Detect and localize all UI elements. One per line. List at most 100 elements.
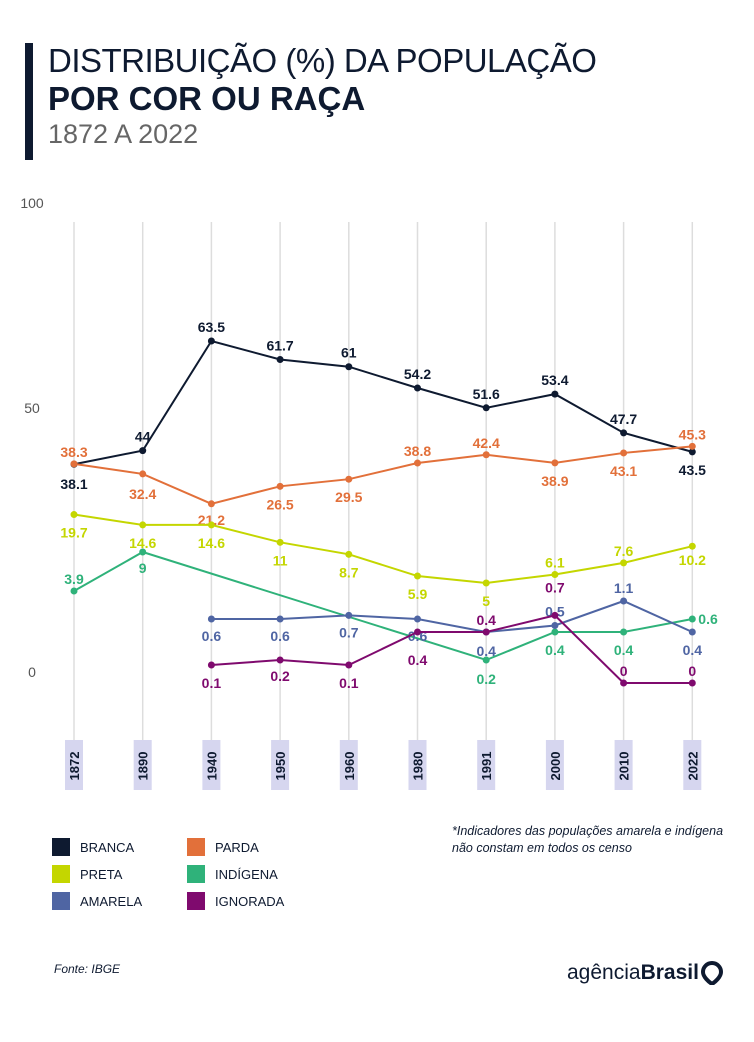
data-label: 0.1 [202,675,222,691]
data-point [207,500,215,508]
data-point [551,570,559,578]
data-label: 0.4 [408,652,428,668]
data-label: 8.7 [339,564,359,580]
data-label: 51.6 [473,386,500,402]
x-tick-bg [683,740,702,790]
data-label: 38.9 [541,473,568,489]
data-label: 0.4 [683,642,703,658]
legend-item: PRETA [52,865,187,883]
x-tick-label: 2022 [685,752,700,781]
data-label: 43.5 [679,462,706,478]
legend-swatch [187,865,205,883]
x-tick-bg [477,740,496,790]
data-point [688,615,696,623]
x-tick-label: 1980 [411,752,426,781]
data-point [70,511,78,519]
data-label: 1.1 [614,580,634,596]
legend-label: AMARELA [80,893,143,909]
data-label: 0.7 [545,579,565,595]
data-label: 47.7 [610,411,637,427]
data-point [345,550,353,558]
data-label: 38.1 [60,476,87,492]
data-point [414,384,421,392]
data-label: 0.6 [202,628,222,644]
data-point [551,622,559,629]
data-label: 7.6 [614,543,634,559]
legend-label: PRETA [80,866,123,882]
y-tick-label: 0 [28,664,36,680]
data-label: 0.5 [545,604,565,620]
data-point [70,460,78,468]
legend-item: PARDA [187,838,327,856]
legend-label: IGNORADA [215,893,285,909]
legend-label: PARDA [215,839,259,855]
data-point [207,337,215,345]
x-tick-label: 2000 [548,752,563,781]
data-label: 0.6 [270,628,290,644]
data-label: 0.4 [476,612,496,628]
legend-item: INDÍGENA [187,865,327,883]
data-point [688,442,696,450]
data-label: 26.5 [266,496,293,512]
data-point [620,597,628,605]
data-point [688,679,696,687]
x-tick-label: 1940 [204,752,219,781]
data-point [345,661,353,669]
data-label: 0 [688,663,696,679]
legend-item: AMARELA [52,892,187,910]
x-tick-bg [545,740,564,790]
legend-swatch [187,892,205,910]
agencia-brasil-logo: agência Brasil [567,961,723,985]
data-point [551,611,559,619]
data-label: 38.8 [404,443,431,459]
data-label: 0.7 [339,624,359,640]
x-tick-label: 1991 [479,752,494,781]
data-point [551,628,559,636]
title-accent-bar [25,43,33,160]
data-point [414,459,421,467]
data-label: 0.2 [476,671,496,687]
data-label: 9 [139,560,147,576]
data-label: 0.4 [476,643,496,659]
data-point [345,611,353,619]
series-line-preta [73,513,693,585]
legend-swatch [52,838,70,856]
data-point [620,449,628,457]
x-tick-bg [202,740,221,790]
data-point [345,363,353,371]
chart-title-bold: POR COR OU RAÇA [48,80,366,117]
data-point [139,548,147,556]
data-point [482,404,490,412]
series-line-branca [73,339,693,466]
legend-swatch [52,892,70,910]
data-label: 6.1 [545,554,565,570]
data-label: 0 [620,663,628,679]
data-label: 45.3 [679,426,706,442]
data-point [482,628,490,636]
x-tick-bg [133,740,152,790]
data-point [620,559,628,567]
data-label: 61 [341,345,357,361]
data-label: 63.5 [198,319,225,335]
data-point [688,542,696,550]
data-label: 32.4 [129,486,156,502]
data-label: 11 [273,552,288,568]
data-point [207,615,215,623]
data-label: 5 [482,593,490,609]
legend-item: BRANCA [52,838,187,856]
data-point [482,656,490,664]
data-label: 5.9 [408,586,428,602]
data-label: 43.1 [610,463,637,479]
x-tick-bg [339,740,358,790]
source: Fonte: IBGE [54,962,121,976]
location-pin-icon [700,961,723,985]
data-point [276,538,284,546]
data-point [620,628,628,636]
data-point [276,356,284,364]
x-tick-bg [65,740,83,790]
data-label: 0.6 [698,611,718,627]
line-chart: 1872 1890 1940 1950 1960 1980 1991 2000 2010 2022… [20,195,718,790]
data-label: 0.4 [614,642,634,658]
legend: BRANCA PARDA PRETA INDÍGENA AMARELA IGNORADA [52,838,327,910]
data-point [276,656,284,664]
